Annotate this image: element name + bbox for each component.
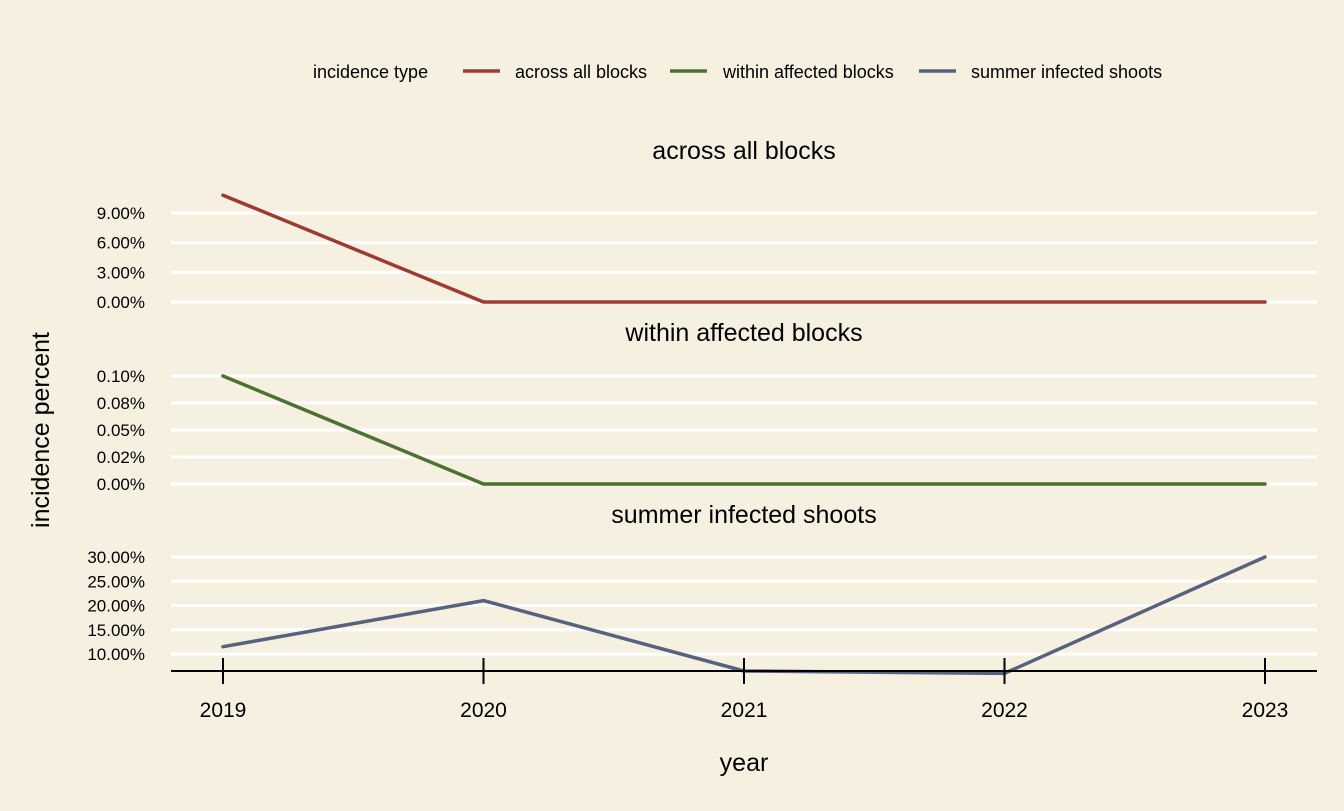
y-tick-label: 3.00%	[97, 263, 145, 282]
series-line-summer-infected-shoots	[221, 555, 1267, 676]
y-tick-label: 10.00%	[87, 645, 145, 664]
panel-title-summer-infected-shoots: summer infected shoots	[611, 501, 876, 529]
panels-layer: 0.00% 3.00% 6.00% 9.00% 0.00% 0.02% 0.05% 0.08%…	[87, 193, 1317, 676]
legend-item-across-all-blocks: across all blocks	[463, 62, 647, 82]
series-line-across-all-blocks	[221, 193, 1267, 304]
legend-item-within-affected-blocks: within affected blocks	[670, 62, 894, 82]
x-axis-title: year	[720, 749, 769, 777]
y-tick-label: 30.00%	[87, 548, 145, 567]
legend-label-within-affected-blocks: within affected blocks	[722, 62, 894, 82]
y-tick-label: 15.00%	[87, 621, 145, 640]
legend-item-summer-infected-shoots: summer infected shoots	[919, 62, 1162, 82]
y-tick-label: 25.00%	[87, 572, 145, 591]
x-tick-label: 2020	[460, 699, 507, 722]
y-tick-label: 9.00%	[97, 204, 145, 223]
y-tick-label: 20.00%	[87, 597, 145, 616]
y-tick-label: 0.05%	[97, 421, 145, 440]
legend-label-summer-infected-shoots: summer infected shoots	[971, 62, 1162, 82]
panel-across-all-blocks: 0.00% 3.00% 6.00% 9.00%	[97, 193, 1317, 312]
x-tick-label: 2022	[981, 699, 1028, 722]
y-tick-label: 0.00%	[97, 293, 145, 312]
y-tick-label: 0.00%	[97, 475, 145, 494]
panel-title-across-all-blocks: across all blocks	[652, 137, 835, 165]
legend: incidence type across all blocks within …	[313, 62, 1162, 82]
legend-title: incidence type	[313, 62, 428, 82]
panel-summer-infected-shoots: 10.00% 15.00% 20.00% 25.00% 30.00%	[87, 548, 1317, 676]
series-line-within-affected-blocks	[221, 374, 1267, 486]
y-tick-label: 6.00%	[97, 234, 145, 253]
y-tick-label: 0.02%	[97, 448, 145, 467]
legend-label-across-all-blocks: across all blocks	[515, 62, 647, 82]
x-axis: 2019 2020 2021 2022 2023	[171, 658, 1317, 722]
y-tick-label: 0.08%	[97, 394, 145, 413]
y-tick-label: 0.10%	[97, 367, 145, 386]
x-tick-label: 2023	[1242, 699, 1289, 722]
x-tick-label: 2019	[200, 699, 247, 722]
y-axis-title: incidence percent	[27, 332, 55, 528]
panel-title-within-affected-blocks: within affected blocks	[624, 319, 862, 347]
x-tick-label: 2021	[721, 699, 768, 722]
panel-within-affected-blocks: 0.00% 0.02% 0.05% 0.08% 0.10%	[97, 367, 1317, 494]
